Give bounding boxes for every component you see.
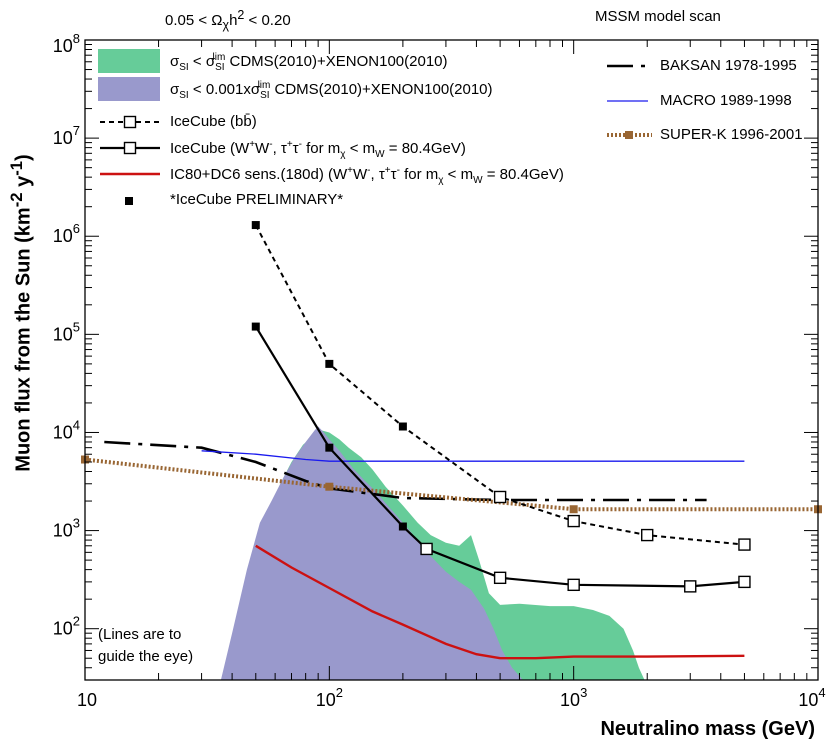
legend-label-superk: SUPER-K 1996-2001	[660, 126, 803, 143]
series-line-super-k-1996-2001	[85, 457, 818, 512]
icecube-open-marker	[738, 575, 751, 589]
legend-label-macro: MACRO 1989-1998	[660, 92, 792, 109]
icecube-prelim-marker	[325, 443, 334, 452]
series-line-icecube-w-w	[254, 326, 745, 588]
legend-label-ww: IceCube (W+W-, τ+τ- for mχ < mW = 80.4Ge…	[170, 139, 466, 160]
icecube-open-marker	[493, 571, 507, 585]
legend-label-purple: σSI < 0.001xσSIlim CDMS(2010)+XENON100(2…	[170, 80, 493, 101]
legend-key-bb-marker	[123, 115, 137, 129]
y-tick-label: 108	[53, 31, 80, 56]
icecube-prelim-marker	[325, 359, 334, 368]
y-axis-label: Muon flux from the Sun (km-2 y-1)	[7, 154, 35, 472]
legend-label-prelim: *IceCube PRELIMINARY*	[170, 191, 344, 208]
legend-label-bb: IceCube (bb̄)	[170, 113, 257, 130]
icecube-prelim-marker	[398, 422, 407, 431]
icecube-open-marker	[493, 490, 507, 504]
guide-note-line-2: guide the eye)	[98, 648, 194, 665]
series-line-macro-1989-1998	[201, 450, 745, 462]
icecube-open-marker	[567, 514, 580, 528]
x-tick-label: 10	[77, 690, 97, 710]
legend-key-green	[98, 49, 160, 73]
x-tick-label: 102	[316, 685, 343, 710]
y-tick-label: 102	[53, 614, 80, 639]
x-axis-label: Neutralino mass (GeV)	[600, 718, 815, 740]
legend-label-baksan: BAKSAN 1978-1995	[660, 57, 797, 74]
y-tick-label: 103	[53, 516, 80, 541]
series-line-baksan-1978-1995	[104, 440, 707, 502]
icecube-prelim-marker	[398, 522, 407, 531]
guide-note-line-1: (Lines are to	[98, 626, 182, 643]
guide-note: (Lines are to guide the eye)	[98, 624, 193, 668]
icecube-open-marker	[684, 580, 697, 593]
legend-label-green: σSI < σSIlim CDMS(2010)+XENON100(2010)	[170, 52, 448, 73]
purple-band	[220, 426, 523, 680]
series-line-ic80-dc6-sens-180d	[255, 544, 745, 660]
icecube-open-marker	[641, 528, 654, 542]
y-tick-label: 105	[53, 319, 80, 344]
model-scan-label: MSSM model scan	[595, 8, 721, 25]
y-tick-label: 106	[53, 221, 80, 246]
legend-label-ic80: IC80+DC6 sens.(180d) (W+W-, τ+τ- for mχ …	[170, 165, 564, 186]
icecube-prelim-marker	[251, 322, 260, 331]
legend-key-ww-marker	[123, 141, 137, 155]
superk-marker	[325, 482, 334, 491]
y-tick-label: 104	[53, 417, 80, 442]
legend-key-prelim	[125, 197, 133, 205]
icecube-open-marker	[567, 578, 580, 592]
x-tick-label: 103	[560, 685, 587, 710]
icecube-prelim-marker	[251, 221, 260, 230]
plot-frame	[84, 39, 819, 681]
icecube-open-marker	[738, 538, 751, 551]
omega-range-label: 0.05 < Ωχh2 < 0.20	[165, 8, 291, 32]
legend-key-superk-marker	[625, 131, 633, 139]
legend-key-purple	[98, 77, 160, 101]
superk-marker	[569, 505, 578, 514]
icecube-open-marker	[420, 542, 433, 556]
y-tick-label: 107	[53, 123, 80, 148]
x-tick-label: 104	[798, 685, 825, 710]
